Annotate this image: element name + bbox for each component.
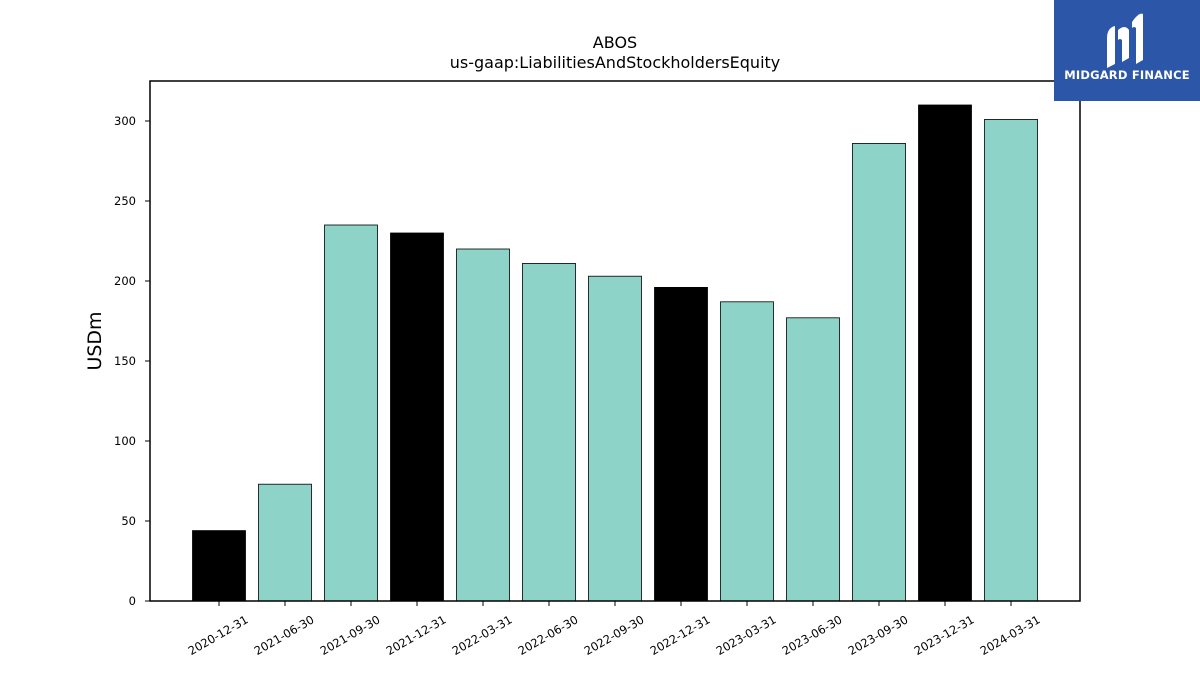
x-tick-label: 2023-03-31	[714, 612, 779, 658]
bar-2020-12-31	[192, 530, 246, 602]
x-tick-label: 2021-09-30	[318, 612, 383, 658]
bar-2022-12-31	[654, 286, 708, 602]
y-tick-label: 300	[114, 114, 136, 128]
logo-mark-icon	[1107, 13, 1143, 68]
bar-2023-03-31	[720, 301, 774, 602]
bar-2022-06-30	[522, 262, 576, 602]
bar-2021-06-30	[258, 483, 312, 602]
y-tick-label: 150	[114, 354, 136, 368]
chart-title: ABOS	[593, 33, 637, 52]
x-tick-label: 2023-06-30	[780, 612, 845, 658]
bars-group	[192, 104, 1038, 602]
y-tick-label: 50	[121, 514, 136, 528]
x-tick-label: 2021-06-30	[252, 612, 317, 658]
bar-2021-12-31	[390, 232, 444, 602]
y-tick-label: 250	[114, 194, 136, 208]
logo-text: MIDGARD FINANCE	[1064, 68, 1190, 82]
x-tick-label: 2022-12-31	[648, 612, 713, 658]
bar-2022-03-31	[456, 248, 510, 602]
x-axis: 2020-12-31 2021-06-30 2021-09-30 2021-12-31…	[186, 601, 1043, 658]
x-tick-label: 2024-03-31	[978, 612, 1043, 658]
x-tick-label: 2022-09-30	[582, 612, 647, 658]
x-tick-label: 2022-06-30	[516, 612, 581, 658]
y-axis-label: USDm	[84, 311, 106, 370]
x-tick-label: 2021-12-31	[384, 612, 449, 658]
bar-2021-09-30	[324, 224, 378, 602]
bar-2022-09-30	[588, 275, 642, 602]
bar-2023-06-30	[786, 317, 840, 602]
y-tick-label: 200	[114, 274, 136, 288]
y-axis: 0 50 100 150 200 250 300	[114, 114, 150, 608]
x-tick-label: 2022-03-31	[450, 612, 515, 658]
chart-subtitle: us-gaap:LiabilitiesAndStockholdersEquity	[450, 53, 781, 72]
x-tick-label: 2023-12-31	[912, 612, 977, 658]
x-tick-label: 2020-12-31	[186, 612, 251, 658]
bar-2024-03-31	[984, 119, 1038, 602]
midgard-finance-logo: MIDGARD FINANCE	[1054, 0, 1200, 101]
y-tick-label: 100	[114, 434, 136, 448]
bar-2023-12-31	[918, 104, 972, 602]
x-tick-label: 2023-09-30	[846, 612, 911, 658]
plot-frame	[149, 80, 1081, 602]
y-tick-label: 0	[129, 594, 136, 608]
bar-2023-09-30	[852, 142, 906, 602]
